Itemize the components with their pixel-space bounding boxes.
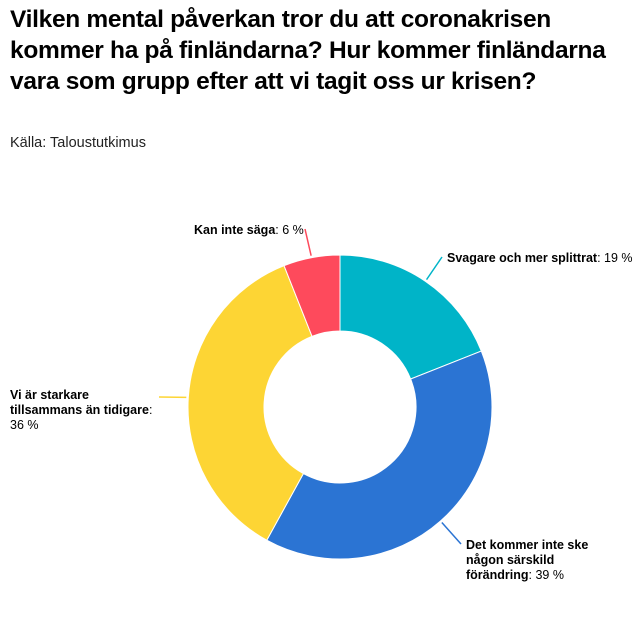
slice-starkare: [187, 265, 313, 541]
slice-kan-inte-saga: [283, 254, 341, 337]
slice-label-ingen-forandring: Det kommer inte ske någon särskild förän…: [466, 536, 593, 582]
slice-label-kan-inte-saga: Kan inte säga: 6 %: [194, 223, 304, 237]
leader-line-kan-inte-saga: [304, 228, 312, 256]
leader-line-svagare: [425, 256, 443, 281]
slice-svagare: [339, 254, 482, 380]
slice-label-kan-inte-saga-value: 6 %: [282, 223, 304, 237]
label-leader-lines: [158, 228, 462, 545]
slice-label-svagare: Svagare och mer splittrat: 19 %: [447, 251, 633, 265]
slice-label-starkare: Vi är starkare tillsammans än tidigare: …: [10, 386, 157, 432]
slice-label-kan-inte-saga-name: Kan inte säga: [194, 223, 276, 237]
leader-line-ingen-forandring: [441, 522, 462, 545]
chart-source: Källa: Taloustutkimus: [10, 135, 146, 151]
chart-title: Vilken mental påverkan tror du att coron…: [10, 6, 606, 95]
slice-ingen-forandring: [266, 350, 493, 560]
slice-label-svagare-name: Svagare och mer splittrat: [447, 251, 598, 265]
slice-label-ingen-forandring-value: 39 %: [535, 568, 564, 582]
slice-label-svagare-value: 19 %: [604, 251, 633, 265]
slice-label-starkare-value: 36 %: [10, 418, 39, 432]
donut-slices: [187, 254, 493, 560]
